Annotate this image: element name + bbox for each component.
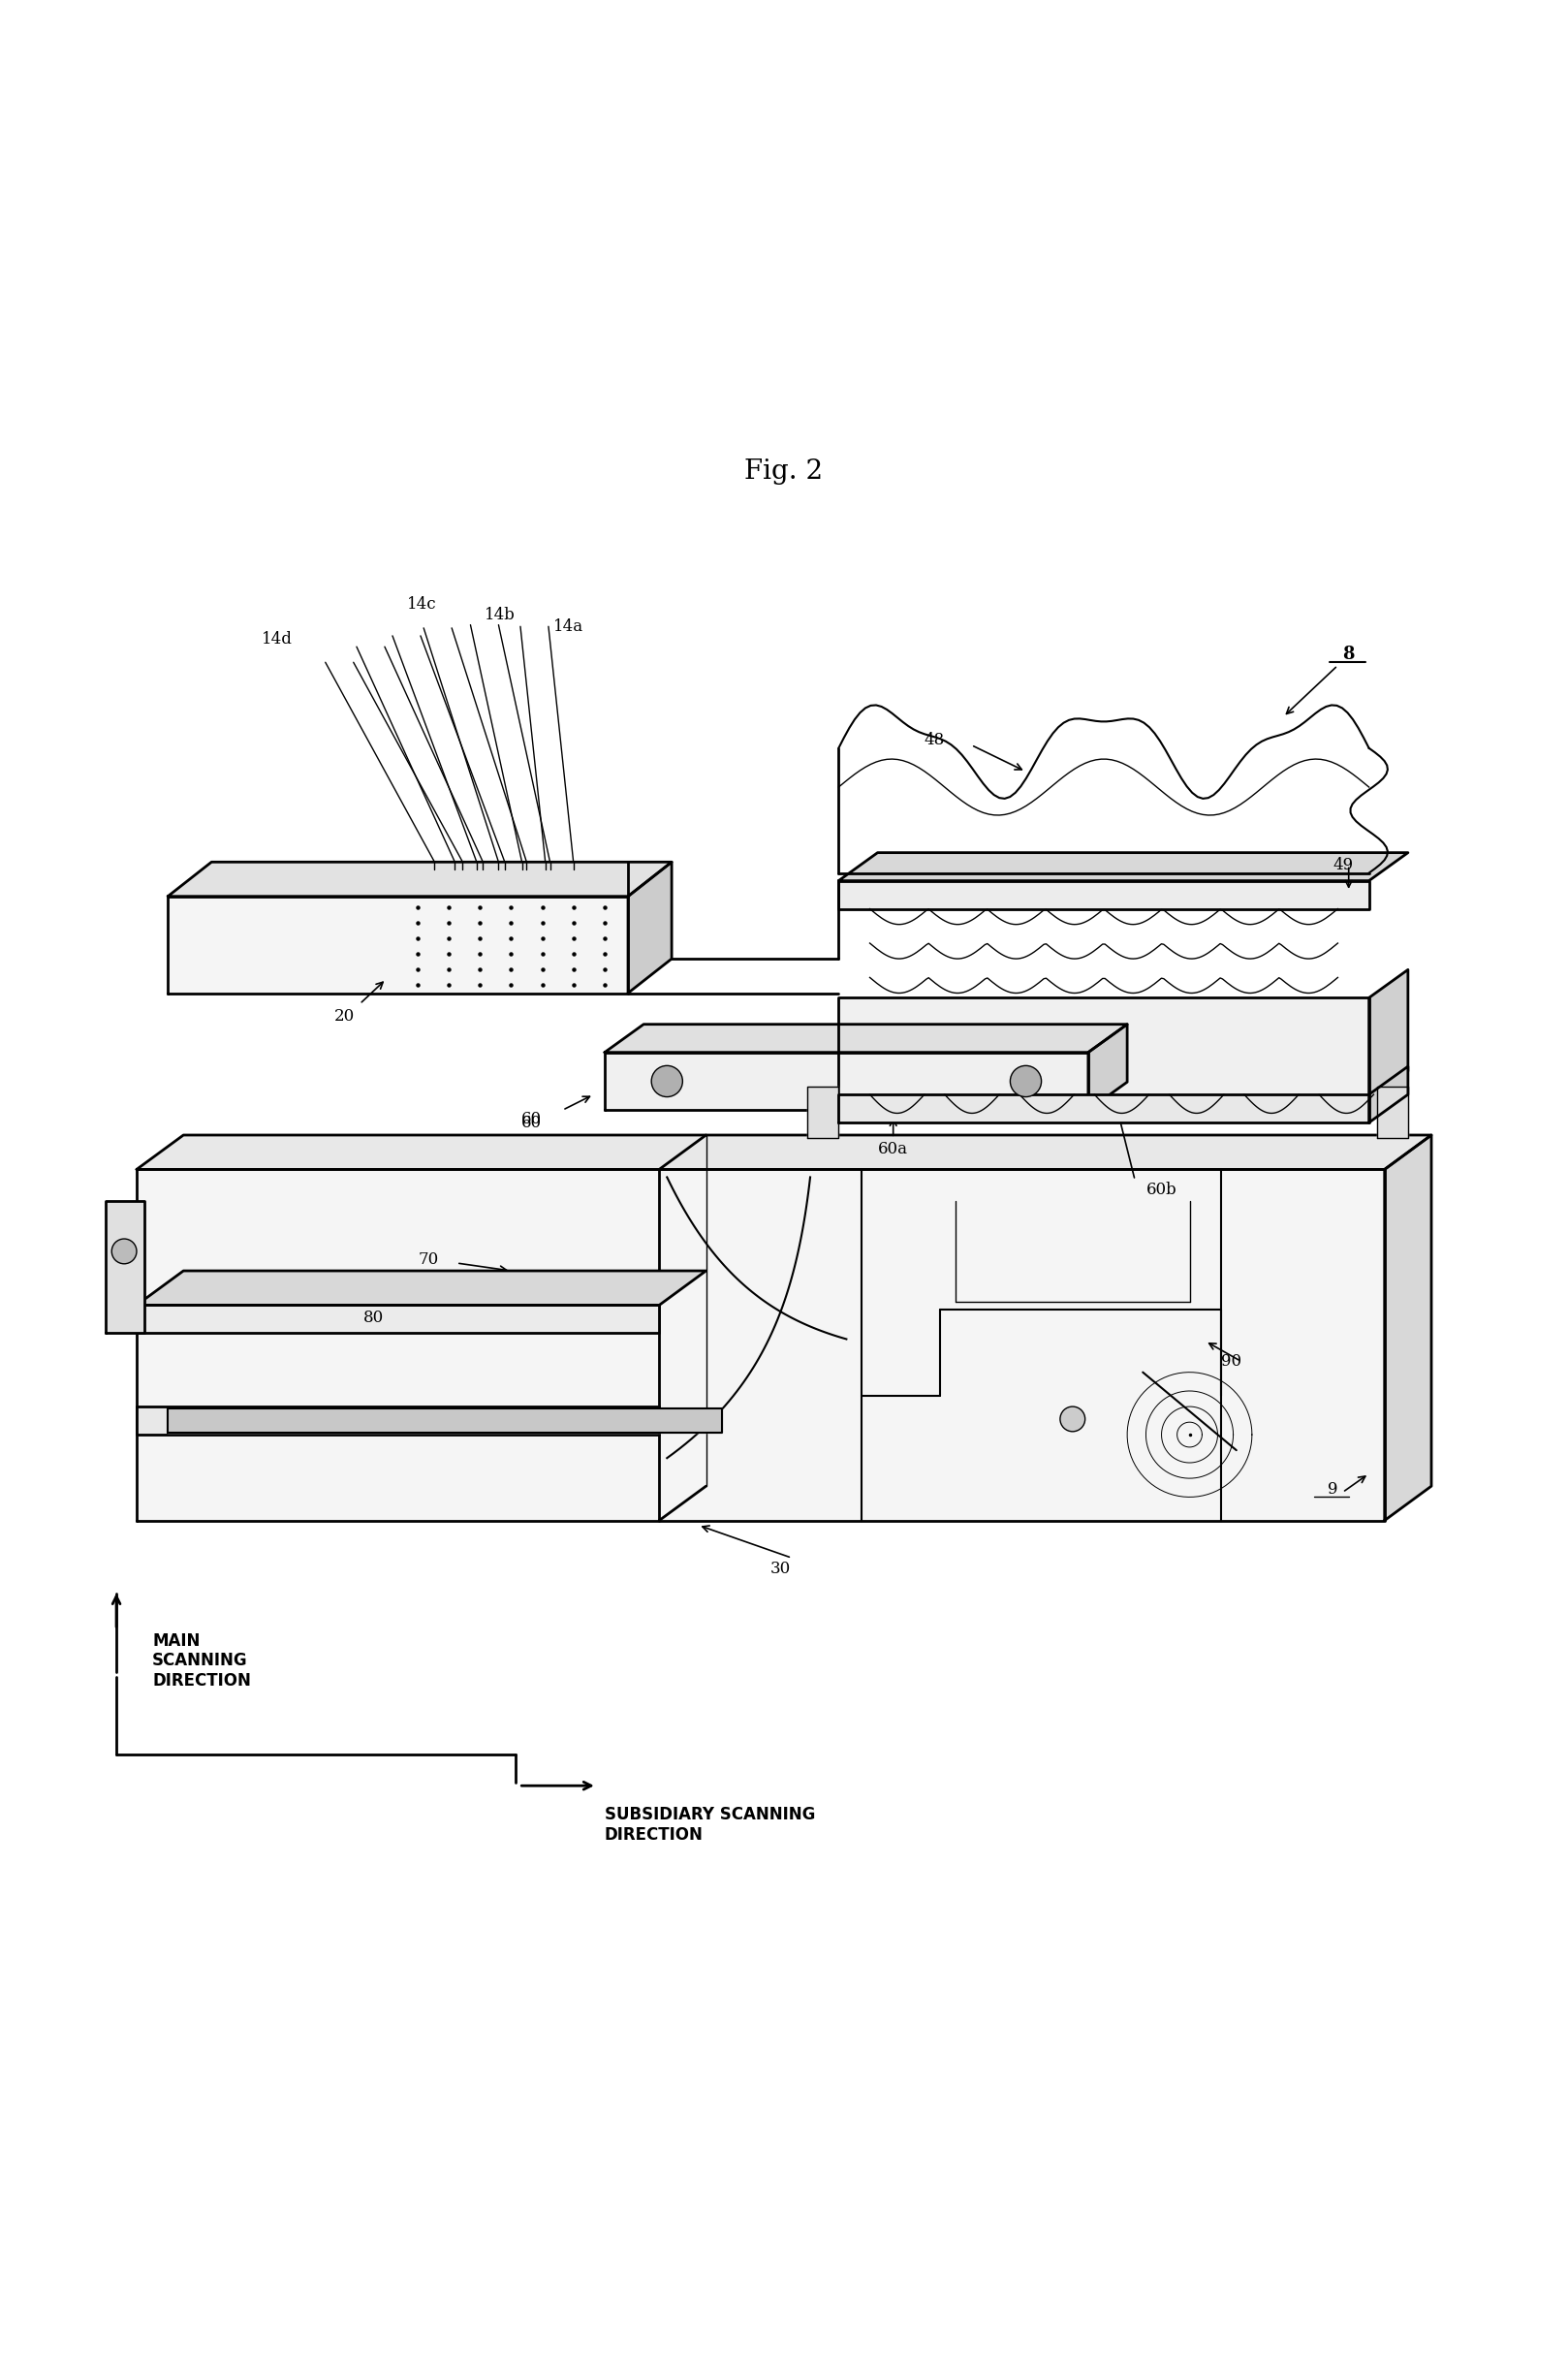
Polygon shape — [136, 1270, 706, 1306]
Polygon shape — [168, 1408, 721, 1434]
Polygon shape — [839, 853, 1408, 882]
Text: MAIN
SCANNING
DIRECTION: MAIN SCANNING DIRECTION — [152, 1633, 251, 1690]
Polygon shape — [136, 1405, 659, 1434]
Text: 20: 20 — [334, 1007, 354, 1024]
Text: 14d: 14d — [262, 630, 292, 647]
Text: 60: 60 — [521, 1112, 541, 1128]
Polygon shape — [105, 1202, 144, 1334]
Text: SUBSIDIARY SCANNING
DIRECTION: SUBSIDIARY SCANNING DIRECTION — [605, 1806, 815, 1844]
Text: 14a: 14a — [554, 619, 583, 635]
Polygon shape — [136, 1168, 1385, 1522]
Polygon shape — [605, 1024, 1127, 1052]
Text: 14b: 14b — [485, 607, 516, 623]
Polygon shape — [1385, 1135, 1432, 1522]
Text: 8: 8 — [1342, 645, 1355, 664]
Polygon shape — [1377, 1088, 1408, 1138]
Text: Fig. 2: Fig. 2 — [745, 460, 823, 486]
Polygon shape — [136, 1135, 1432, 1168]
Circle shape — [111, 1240, 136, 1263]
Circle shape — [1010, 1066, 1041, 1097]
Polygon shape — [136, 1306, 659, 1334]
Text: 70: 70 — [419, 1251, 439, 1268]
Text: 30: 30 — [770, 1559, 792, 1576]
Polygon shape — [1369, 969, 1408, 1100]
Text: 14c: 14c — [406, 597, 436, 614]
Text: 80: 80 — [364, 1308, 384, 1325]
Polygon shape — [839, 882, 1369, 908]
Polygon shape — [1088, 1024, 1127, 1109]
Text: 9: 9 — [1328, 1481, 1338, 1498]
Polygon shape — [839, 1095, 1369, 1123]
Polygon shape — [808, 1088, 839, 1138]
Text: 60: 60 — [521, 1114, 541, 1130]
Text: 60b: 60b — [1146, 1180, 1178, 1197]
Polygon shape — [629, 863, 671, 993]
Text: 48: 48 — [925, 732, 946, 749]
Polygon shape — [168, 896, 629, 993]
Polygon shape — [168, 863, 671, 896]
Text: 60a: 60a — [878, 1140, 908, 1157]
Polygon shape — [605, 1052, 1088, 1109]
Text: 49: 49 — [1333, 858, 1353, 875]
Circle shape — [1060, 1405, 1085, 1431]
Polygon shape — [839, 998, 1369, 1100]
Text: 90: 90 — [1221, 1353, 1242, 1370]
Circle shape — [651, 1066, 682, 1097]
Polygon shape — [1369, 1066, 1408, 1123]
